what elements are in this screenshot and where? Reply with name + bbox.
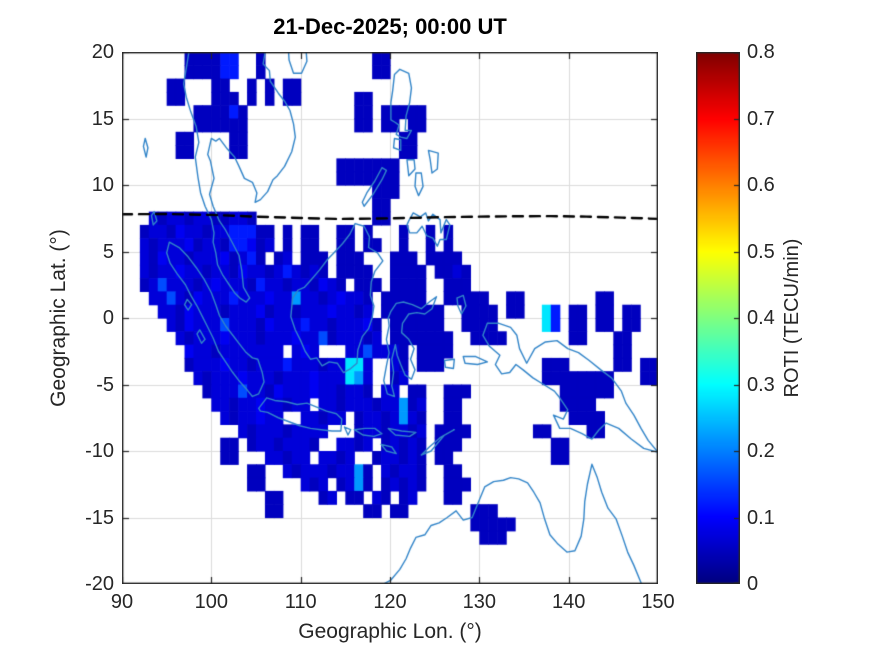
x-tick-label-110: 110 [284, 591, 317, 613]
y-tick-label-5: 5 [102, 240, 114, 263]
y-tick-label--15: -15 [85, 506, 114, 529]
y-tick-label-10: 10 [91, 174, 114, 196]
colorbar-tick-label-0.6: 0.6 [747, 174, 775, 196]
y-tick-label-20: 20 [91, 41, 114, 63]
y-tick-label-0: 0 [102, 307, 114, 329]
x-tick-label-100: 100 [194, 591, 229, 613]
colorbar-tick-label-0.1: 0.1 [747, 506, 775, 529]
x-tick-label-90: 90 [110, 591, 134, 613]
map-plot-canvas [122, 52, 658, 584]
y-tick-label--20: -20 [85, 573, 114, 595]
figure-title: 21-Dec-2025; 00:00 UT [273, 14, 507, 39]
colorbar-tick-label-0.4: 0.4 [747, 307, 775, 329]
colorbar-tick-label-0: 0 [747, 573, 759, 595]
x-tick-label-150: 150 [641, 591, 675, 613]
y-tick-label--5: -5 [96, 373, 114, 396]
colorbar-tick-label-0.8: 0.8 [747, 41, 775, 63]
x-tick-label-140: 140 [551, 591, 586, 613]
colorbar-tick-label-0.3: 0.3 [747, 373, 775, 396]
x-tick-label-130: 130 [462, 591, 497, 613]
y-tick-label--10: -10 [85, 440, 114, 462]
y-tick-label-15: 15 [91, 107, 114, 130]
colorbar-tick-label-0.5: 0.5 [747, 240, 775, 263]
colorbar-tick-label-0.7: 0.7 [747, 107, 775, 130]
colorbar-canvas [696, 52, 740, 584]
x-axis-label: Geographic Lon. (°) [298, 620, 482, 643]
x-tick-label-120: 120 [373, 591, 407, 613]
colorbar-tick-label-0.2: 0.2 [747, 440, 775, 462]
